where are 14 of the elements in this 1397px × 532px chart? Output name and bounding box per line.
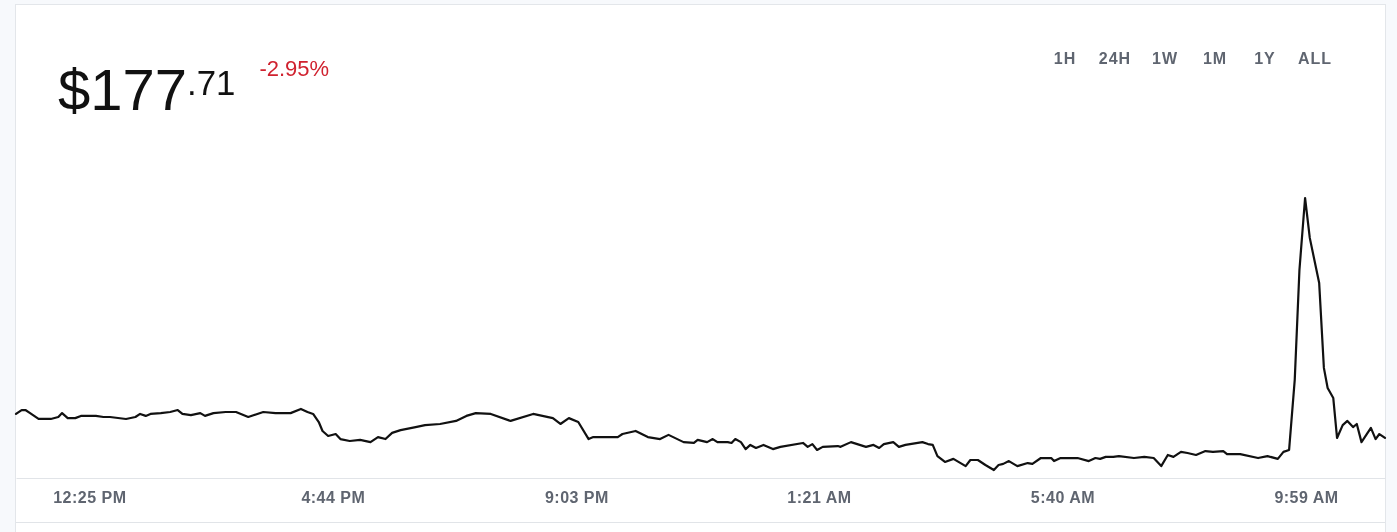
- text: 1M: [1202, 50, 1228, 67]
- x-tick-label: 1:21 AM: [787, 489, 852, 507]
- text: 24H: [1098, 50, 1132, 67]
- x-tick-label: 4:44 PM: [301, 489, 366, 507]
- x-tick-label: 9:03 PM: [544, 489, 609, 507]
- text: 1Y: [1254, 50, 1276, 67]
- text: 1H: [1053, 50, 1077, 67]
- chart-subtitle: -2.95%: [259, 56, 330, 81]
- chart-title: $177$^{.71}$: [58, 57, 236, 122]
- x-tick-label: 5:40 AM: [1030, 489, 1096, 507]
- text: ALL: [1297, 50, 1333, 67]
- x-tick-label: 9:59 AM: [1274, 489, 1339, 507]
- text: 1W: [1152, 50, 1178, 67]
- x-tick-label: 12:25 PM: [53, 489, 127, 507]
